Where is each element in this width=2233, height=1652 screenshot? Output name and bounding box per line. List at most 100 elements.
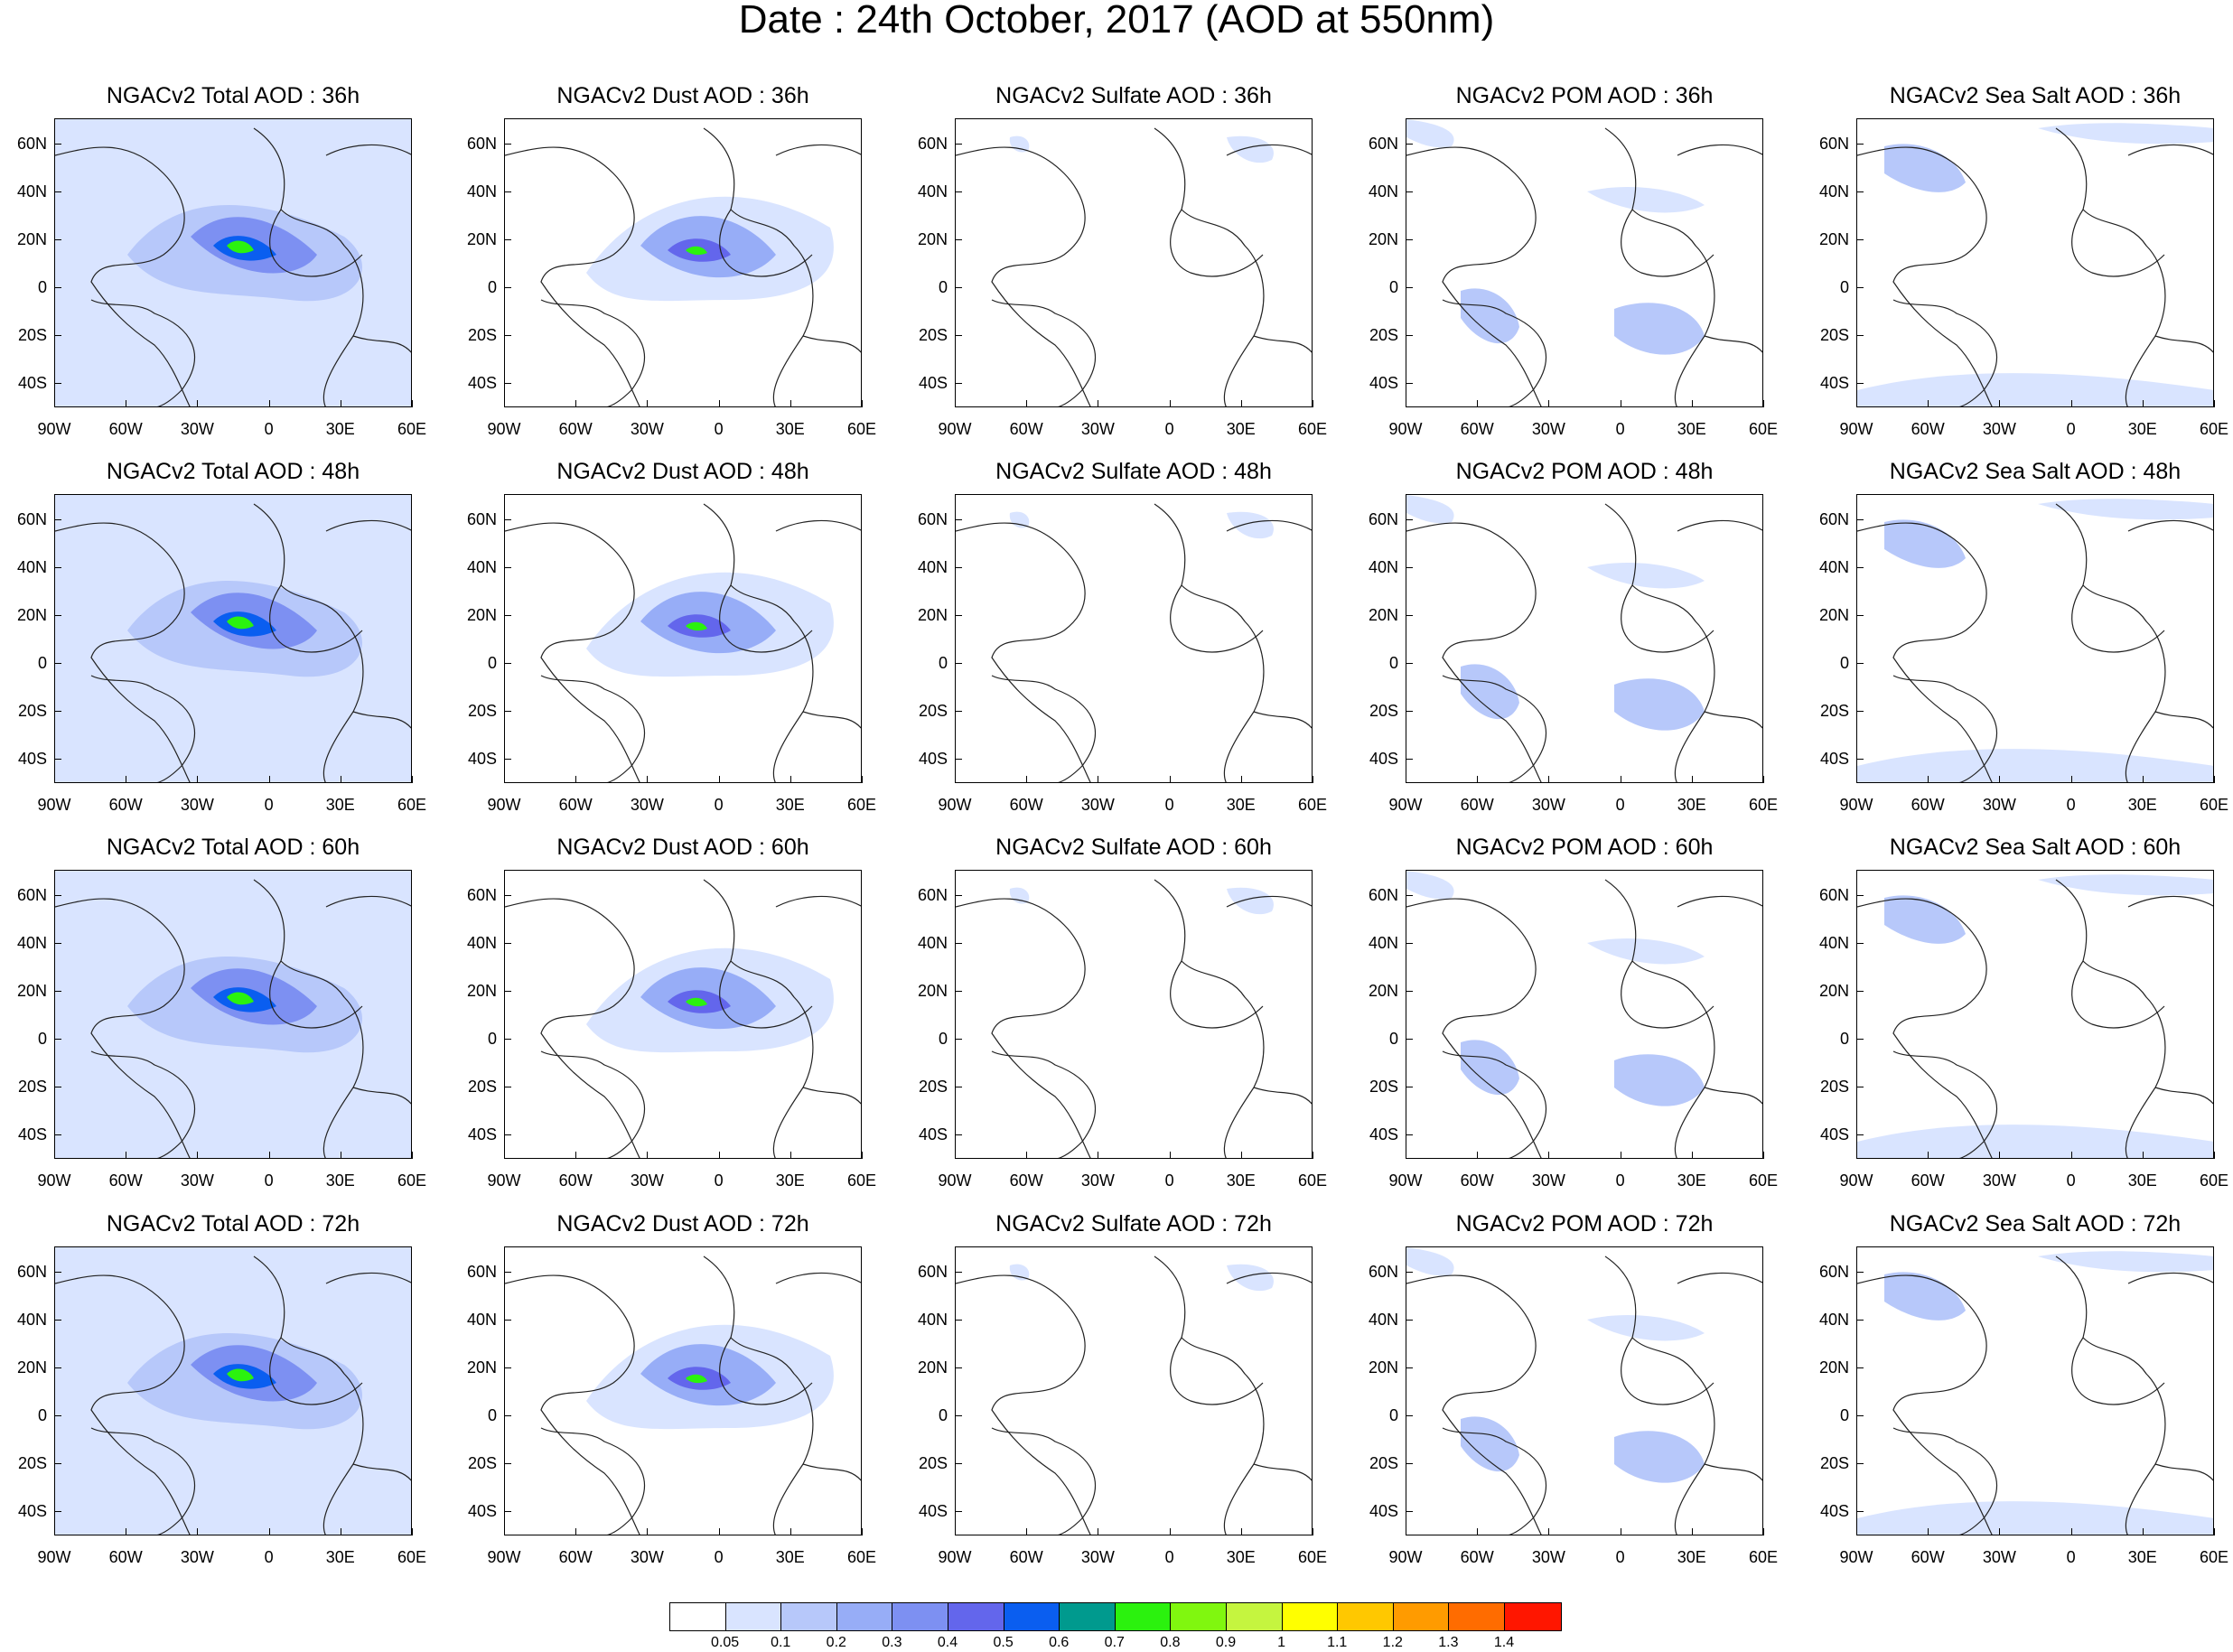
- lon-label: 60E: [846, 420, 877, 438]
- lat-tick: [504, 759, 511, 760]
- coastline: [2071, 209, 2165, 277]
- lat-label: 60N: [1368, 135, 1398, 153]
- lon-tick: [268, 1528, 270, 1535]
- lat-label: 40N: [16, 934, 47, 952]
- lat-tick: [955, 1463, 962, 1464]
- lon-label: 90W: [1388, 796, 1423, 814]
- lat-tick: [1856, 1272, 1864, 1273]
- lat-label: 20N: [1368, 230, 1398, 248]
- lon-label: 30E: [1677, 796, 1706, 814]
- lon-label: 90W: [938, 420, 972, 438]
- map-panel: [504, 870, 862, 1159]
- lat-label: 40S: [17, 1125, 47, 1143]
- aod-contour: [1587, 1315, 1705, 1341]
- lon-label: 30E: [1677, 1171, 1706, 1190]
- colorbar-label: 0.8: [1160, 1635, 1181, 1650]
- lon-tick: [718, 776, 720, 783]
- lon-tick: [2142, 776, 2144, 783]
- lat-tick: [54, 1134, 61, 1135]
- lon-label: 60E: [846, 1548, 877, 1566]
- lon-label: 30W: [1080, 796, 1115, 814]
- lat-label: 20S: [1369, 326, 1398, 344]
- coastline: [956, 1274, 1091, 1535]
- coastline: [352, 1463, 411, 1481]
- panel-title: NGACv2 Sea Salt AOD : 36h: [1889, 83, 2182, 108]
- coastline: [1677, 1272, 1762, 1284]
- coastline: [802, 335, 861, 353]
- coastline: [540, 1050, 646, 1158]
- lat-tick: [955, 1272, 962, 1273]
- aod-contour: [1461, 1416, 1519, 1472]
- coastline: [1604, 503, 1715, 782]
- coastline: [55, 898, 191, 1158]
- aod-contour: [1406, 871, 1454, 900]
- lat-label: 0: [1839, 1406, 1849, 1424]
- map-canvas: [1406, 495, 1762, 782]
- lon-tick: [789, 776, 791, 783]
- lat-tick: [504, 1134, 511, 1135]
- lon-tick: [504, 1152, 505, 1159]
- coastline: [719, 209, 813, 277]
- coastline: [253, 127, 364, 406]
- lon-tick: [1026, 1152, 1028, 1159]
- lon-label: 0: [1615, 1171, 1625, 1190]
- coastline: [719, 584, 813, 653]
- lon-label: 60E: [397, 796, 427, 814]
- lat-label: 20N: [917, 982, 948, 1000]
- lat-tick: [955, 239, 962, 240]
- colorbar-swatch: [1115, 1603, 1172, 1630]
- lon-label: 0: [264, 796, 274, 814]
- lat-tick: [1406, 519, 1413, 520]
- lon-label: 60E: [397, 420, 427, 438]
- coastline: [1442, 675, 1547, 782]
- aod-contour: [1614, 1054, 1705, 1106]
- coastline: [253, 503, 364, 782]
- panel-title: NGACv2 Dust AOD : 48h: [556, 459, 809, 484]
- lat-label: 40S: [918, 1125, 948, 1143]
- lat-tick: [1856, 239, 1864, 240]
- coastline: [90, 675, 196, 782]
- lon-label: 30E: [775, 1171, 805, 1190]
- lon-label: 60W: [558, 796, 593, 814]
- lon-tick: [1477, 776, 1479, 783]
- lat-label: 60N: [917, 886, 948, 904]
- map-panel: [1856, 118, 2214, 407]
- coastline: [2127, 895, 2213, 908]
- lon-label: 90W: [1839, 420, 1873, 438]
- lat-tick: [504, 943, 511, 944]
- coastline: [505, 522, 640, 782]
- coastline: [505, 898, 640, 1158]
- colorbar-swatch: [670, 1603, 726, 1630]
- map-panel: [1406, 870, 1763, 1159]
- map-panel: [1406, 118, 1763, 407]
- lon-tick: [1169, 1152, 1171, 1159]
- aod-contour: [1461, 664, 1519, 720]
- colorbar-swatch: [1171, 1603, 1227, 1630]
- lat-label: 40N: [16, 182, 47, 201]
- lon-tick: [504, 400, 505, 407]
- lon-tick: [1928, 1152, 1929, 1159]
- lat-label: 20N: [466, 982, 497, 1000]
- lon-label: 0: [264, 1171, 274, 1190]
- lat-tick: [504, 711, 511, 712]
- lat-label: 60N: [466, 1263, 497, 1281]
- map-panel: [955, 1246, 1313, 1535]
- lat-tick: [1406, 191, 1413, 192]
- coastline: [1621, 209, 1714, 277]
- aod-contour: [1857, 373, 2213, 406]
- lon-label: 60W: [1911, 796, 1945, 814]
- coastline: [775, 519, 861, 532]
- lat-tick: [54, 943, 61, 944]
- lon-tick: [1477, 400, 1479, 407]
- lon-label: 30E: [325, 796, 355, 814]
- coastline: [325, 144, 411, 156]
- colorbar-swatch: [1449, 1603, 1505, 1630]
- lon-label: 60W: [108, 420, 143, 438]
- lon-label: 90W: [1388, 420, 1423, 438]
- lon-tick: [1691, 1528, 1693, 1535]
- lat-label: 60N: [466, 510, 497, 528]
- lat-label: 40S: [467, 750, 497, 768]
- lat-label: 40N: [1368, 182, 1398, 201]
- lon-label: 0: [714, 1548, 724, 1566]
- map-panel: [955, 118, 1313, 407]
